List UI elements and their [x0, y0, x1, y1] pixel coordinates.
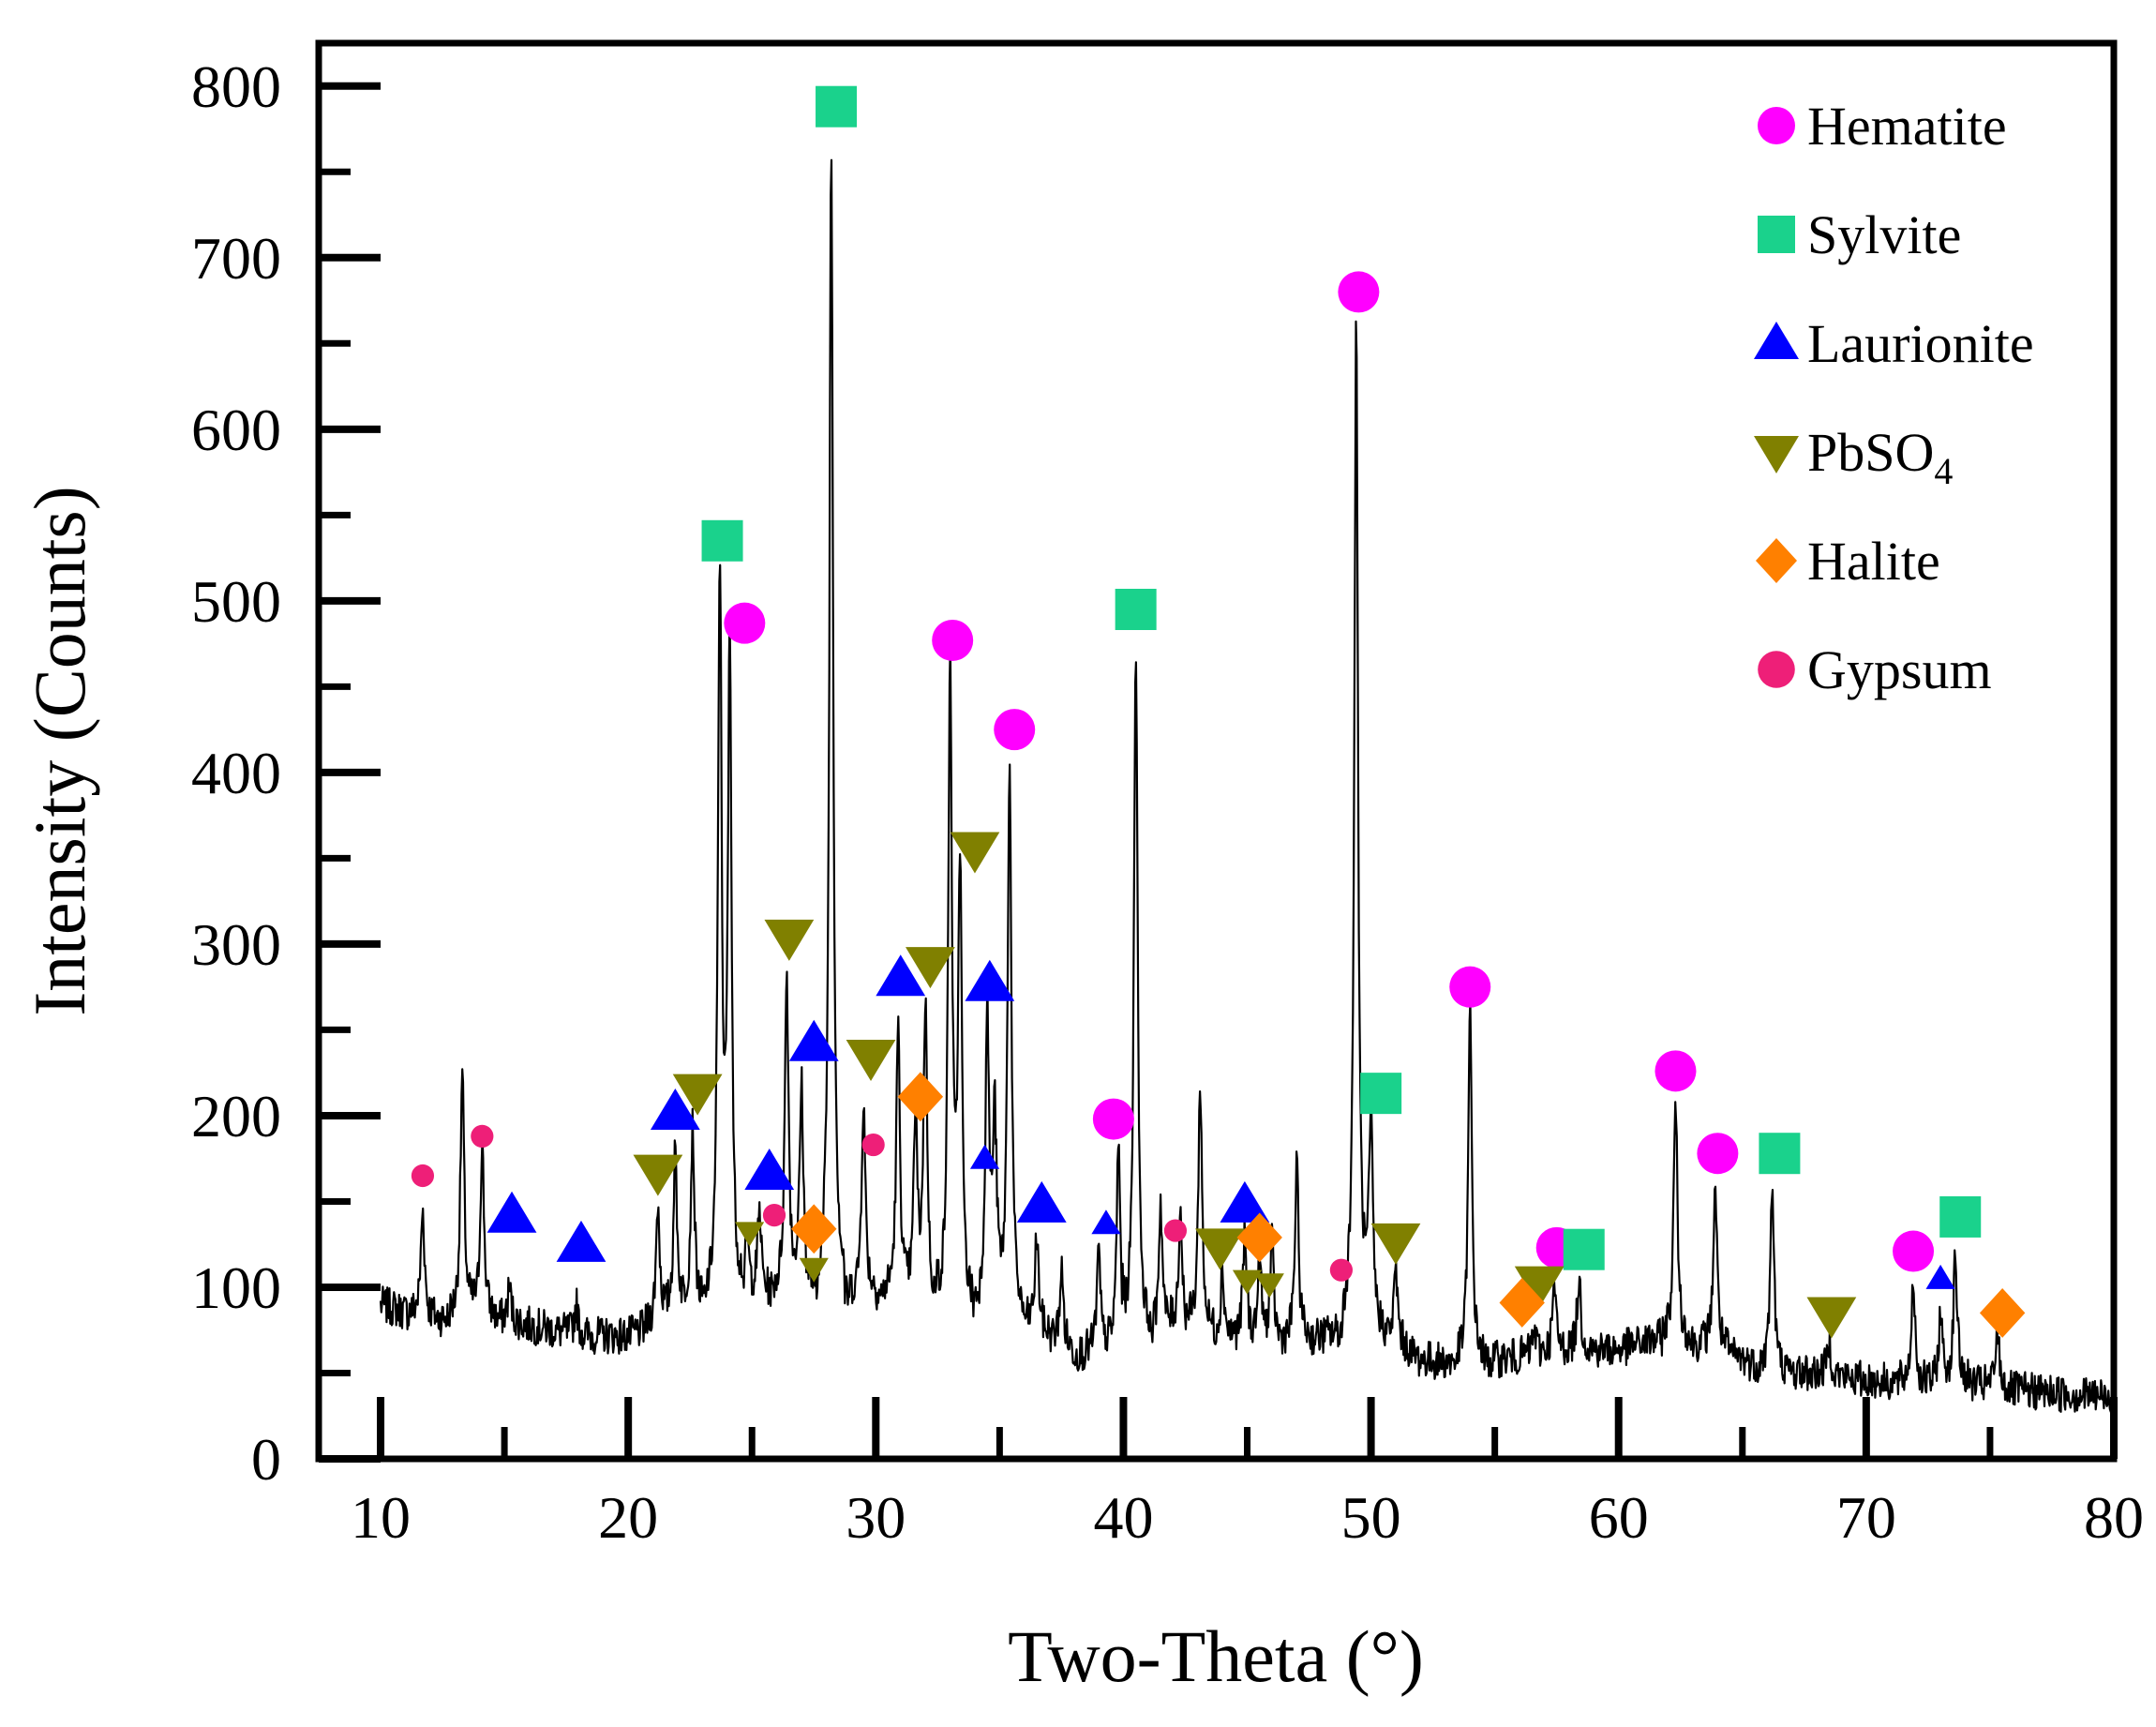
legend-item-hematite: Hematite: [1758, 96, 2007, 157]
sylvite-marker: [1360, 1073, 1402, 1115]
legend-label: Gypsum: [1807, 639, 1992, 700]
sylvite-marker: [701, 519, 743, 562]
y-tick-label: 200: [191, 1083, 281, 1149]
laurionite-marker: [1016, 1180, 1067, 1223]
pbso4-marker: [1254, 1273, 1284, 1299]
x-tick-label: 10: [351, 1484, 411, 1551]
laurionite-marker: [650, 1088, 700, 1130]
sylvite-marker: [816, 85, 858, 128]
gypsum-marker: [1329, 1258, 1353, 1282]
plot-frame: [315, 39, 2118, 1463]
legend-label: Laurionite: [1807, 313, 2034, 374]
pbso4-marker: [1195, 1228, 1245, 1270]
laurionite-marker: [969, 1144, 1000, 1169]
pbso4-marker: [1806, 1297, 1857, 1339]
x-axis-title: Two-Theta (°): [1008, 1615, 1424, 1697]
pbso4-marker: [1754, 436, 1799, 473]
sylvite-marker: [1758, 216, 1795, 253]
y-tick-label: 300: [191, 911, 281, 978]
y-axis-title: Intensity (Counts): [19, 486, 100, 1015]
gypsum-marker: [411, 1164, 435, 1188]
legend-item-pbso: PbSO4: [1754, 422, 1953, 492]
hematite-marker: [1092, 1098, 1134, 1140]
laurionite-marker: [1091, 1209, 1121, 1235]
gypsum-marker: [762, 1203, 786, 1227]
legend-item-laurionite: Laurionite: [1754, 313, 2034, 374]
laurionite-marker: [556, 1220, 606, 1262]
halite-marker: [1236, 1212, 1282, 1263]
legend-item-halite: Halite: [1756, 531, 1940, 592]
x-tick-label: 80: [2084, 1484, 2144, 1551]
gypsum-marker: [1163, 1219, 1188, 1242]
hematite-marker: [1338, 271, 1380, 313]
gypsum-marker: [861, 1133, 885, 1157]
pbso4-marker: [672, 1074, 723, 1116]
halite-marker: [1499, 1278, 1545, 1328]
pbso4-marker: [633, 1154, 683, 1196]
pbso4-marker: [799, 1257, 829, 1283]
laurionite-marker: [487, 1191, 537, 1233]
legend-label: Halite: [1807, 531, 1940, 592]
halite-marker: [1756, 538, 1797, 583]
gypsum-marker: [471, 1124, 494, 1149]
hematite-marker: [1654, 1050, 1697, 1092]
legend-item-gypsum: Gypsum: [1758, 639, 1992, 700]
hematite-marker: [724, 602, 766, 644]
hematite-marker: [994, 709, 1036, 751]
marker-layer: [411, 85, 2026, 1339]
pbso4-marker: [764, 919, 815, 961]
halite-marker: [897, 1072, 944, 1122]
halite-marker: [791, 1204, 837, 1254]
x-tick-label: 50: [1341, 1484, 1401, 1551]
laurionite-marker: [788, 1019, 839, 1061]
sylvite-marker: [1759, 1133, 1801, 1175]
laurionite-marker: [1925, 1264, 1955, 1289]
pbso4-marker: [950, 832, 1000, 874]
sylvite-marker: [1563, 1228, 1605, 1270]
x-tick-label: 60: [1589, 1484, 1649, 1551]
laurionite-marker: [1220, 1180, 1270, 1223]
sylvite-marker: [1939, 1195, 1982, 1238]
pbso4-marker: [1370, 1223, 1421, 1265]
laurionite-marker: [1754, 322, 1799, 359]
y-tick-label: 600: [191, 397, 281, 463]
y-tick-label: 500: [191, 568, 281, 635]
hematite-marker: [1758, 107, 1795, 144]
legend-label: PbSO4: [1807, 422, 1953, 492]
pbso4-marker: [735, 1222, 765, 1247]
pbso4-marker: [1514, 1266, 1565, 1308]
hematite-marker: [932, 619, 974, 661]
hematite-marker: [1697, 1133, 1739, 1175]
y-tick-label: 800: [191, 53, 281, 120]
laurionite-marker: [876, 954, 926, 997]
x-axis-ticks: 10 20 30 40 50 60 70 80: [351, 1397, 2144, 1551]
hematite-marker: [1893, 1230, 1935, 1272]
x-tick-label: 30: [846, 1484, 906, 1551]
hematite-marker: [1449, 966, 1491, 1008]
halite-marker: [1979, 1288, 2026, 1338]
legend-label: Sylvite: [1807, 204, 1961, 265]
x-tick-label: 70: [1836, 1484, 1896, 1551]
y-tick-label: 700: [191, 225, 281, 292]
pbso4-marker: [846, 1040, 896, 1082]
y-tick-label: 0: [251, 1426, 281, 1493]
legend-label: Hematite: [1807, 96, 2007, 157]
sylvite-marker: [1115, 589, 1157, 630]
gypsum-marker: [1758, 651, 1795, 688]
legend-item-sylvite: Sylvite: [1758, 204, 1961, 265]
y-tick-label: 400: [191, 740, 281, 806]
y-tick-label: 100: [191, 1254, 281, 1321]
pbso4-marker: [1232, 1269, 1263, 1295]
pbso4-marker: [906, 947, 955, 989]
x-tick-label: 40: [1093, 1484, 1153, 1551]
x-tick-label: 20: [598, 1484, 658, 1551]
laurionite-marker: [744, 1149, 795, 1191]
y-axis-ticks: 0 100 200 300 400 500 600 700 800: [191, 53, 381, 1493]
laurionite-marker: [965, 959, 1015, 1001]
legend: Hematite Sylvite Laurionite PbSO4 Halite Gyps…: [1754, 96, 2034, 700]
